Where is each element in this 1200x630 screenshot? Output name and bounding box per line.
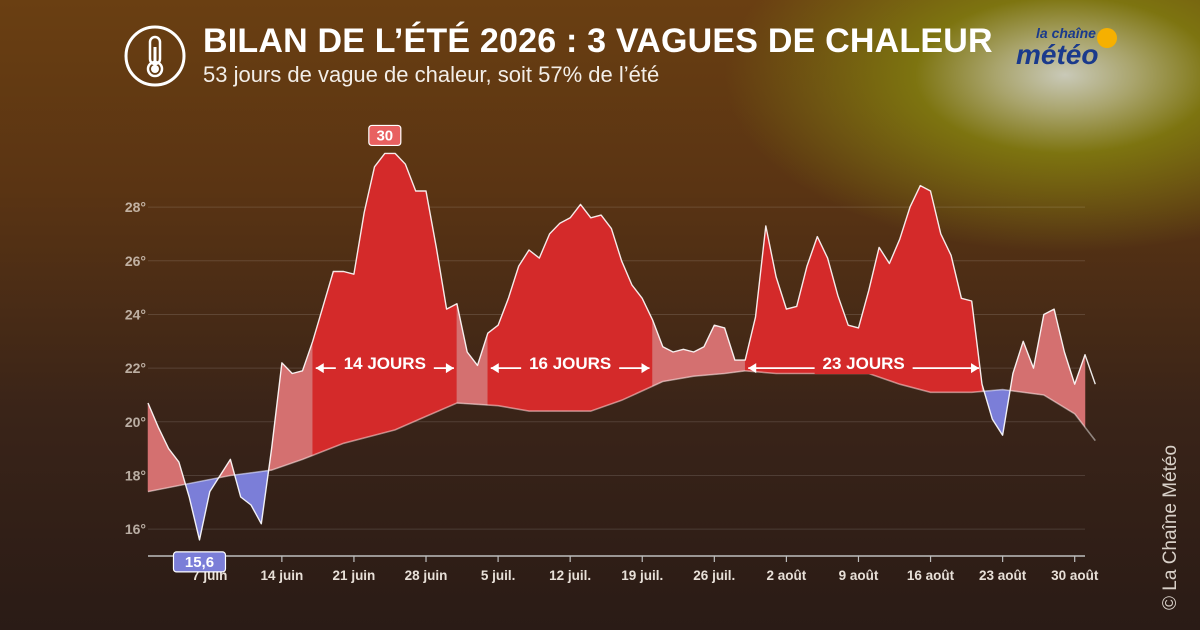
wave-arrow-left	[490, 363, 499, 374]
wave-label: 16 JOURS	[529, 354, 611, 373]
chart-fills	[147, 153, 1086, 540]
y-tick-label: 18°	[125, 467, 146, 483]
page-title: BILAN DE L’ÉTÉ 2026 : 3 VAGUES DE CHALEU…	[203, 22, 993, 60]
wave-arrow-left	[315, 363, 324, 374]
thermometer-icon	[124, 25, 186, 87]
wave-arrow-right	[641, 363, 650, 374]
x-tick-label: 16 août	[907, 568, 955, 583]
anomaly-area	[312, 153, 458, 456]
highlight-label: 15,6	[185, 554, 214, 571]
chart-annotations: 14 JOURS 16 JOURS 23 JOURS 30 15,6	[172, 124, 980, 573]
y-tick-label: 16°	[125, 521, 146, 537]
y-tick-label: 24°	[125, 306, 146, 322]
anomaly-area	[234, 470, 269, 525]
x-tick-label: 30 août	[1051, 568, 1099, 583]
y-tick-label: 20°	[125, 414, 146, 430]
logo-text-small: la chaîne	[1036, 25, 1096, 41]
x-tick-label: 28 juin	[405, 568, 448, 583]
wave-label: 23 JOURS	[823, 354, 905, 373]
copyright-text: © La Chaîne Météo	[1160, 444, 1181, 610]
y-tick-label: 28°	[125, 199, 146, 215]
x-tick-label: 5 juil.	[481, 568, 516, 583]
wave-label-bg	[335, 354, 434, 375]
x-tick-label: 12 juil.	[549, 568, 591, 583]
wave-arrow-left	[748, 363, 757, 374]
y-tick-label: 22°	[125, 360, 146, 376]
wave-label-bg	[521, 354, 620, 375]
wave-label: 14 JOURS	[344, 354, 426, 373]
brand-logo: la chaîne météo	[1012, 25, 1122, 73]
anomaly-area	[456, 303, 489, 406]
wave-arrow-right	[971, 363, 980, 374]
x-tick-label: 2 août	[767, 568, 807, 583]
anomaly-area	[487, 203, 653, 412]
chart-tick-labels: 16°18°20°22°24°26°28°7 juin 14 juin 21 jui…	[125, 199, 1099, 583]
x-tick-label: 19 juil.	[621, 568, 663, 583]
temperature-line	[147, 152, 1096, 541]
x-tick-label: 9 août	[839, 568, 879, 583]
logo-text-big: météo	[1016, 39, 1099, 70]
x-tick-label: 26 juil.	[693, 568, 735, 583]
page-subtitle: 53 jours de vague de chaleur, soit 57% d…	[203, 62, 660, 87]
x-tick-label: 21 juin	[333, 568, 376, 583]
y-tick-label: 26°	[125, 253, 146, 269]
x-tick-label: 14 juin	[260, 568, 303, 583]
chart-lines	[147, 152, 1096, 541]
wave-label-bg	[814, 354, 913, 375]
wave-arrow-right	[445, 363, 454, 374]
x-tick-label: 23 août	[979, 568, 1027, 583]
chart-axes	[148, 555, 1085, 562]
highlight-label: 30	[376, 127, 393, 144]
normal-line	[147, 369, 1096, 493]
highlight-badge	[172, 551, 227, 573]
header: BILAN DE L’ÉTÉ 2026 : 3 VAGUES DE CHALEU…	[0, 0, 1200, 110]
highlight-badge	[368, 124, 402, 147]
